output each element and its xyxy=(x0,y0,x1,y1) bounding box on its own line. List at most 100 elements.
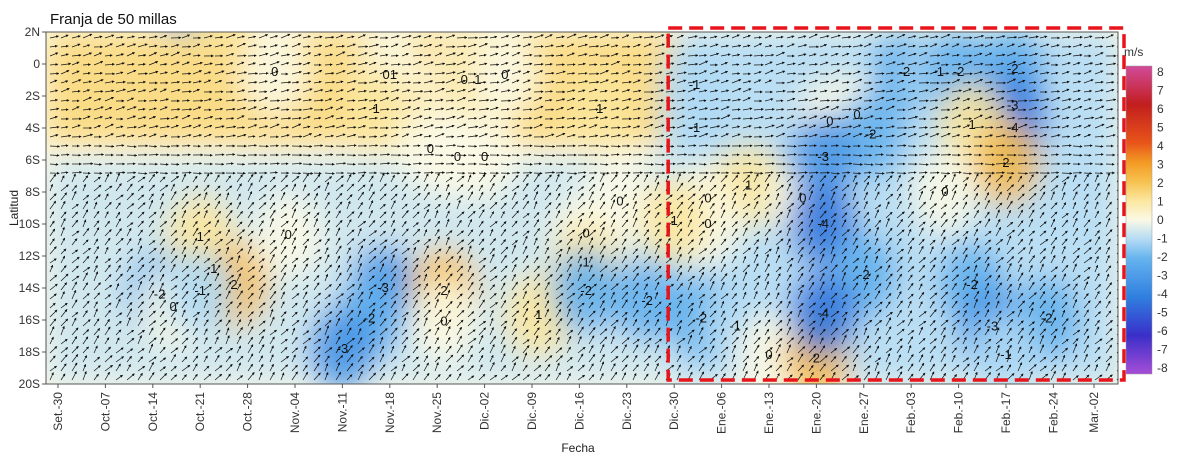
x-tick-label: Mar.-02 xyxy=(1087,392,1101,433)
wind-arrow xyxy=(225,34,236,39)
colorbar-tick-label: 0 xyxy=(1157,213,1164,227)
wind-arrow xyxy=(159,35,168,39)
wind-arrow xyxy=(390,63,401,66)
wind-arrow xyxy=(863,43,872,48)
wind-arrow xyxy=(93,52,103,57)
wind-arrow xyxy=(742,34,751,39)
wind-arrow xyxy=(533,34,544,39)
wind-arrow xyxy=(357,52,368,57)
wind-arrow xyxy=(610,61,621,66)
wind-arrow xyxy=(93,153,105,157)
wind-arrow xyxy=(1083,44,1092,48)
wind-arrow xyxy=(269,61,280,66)
wind-arrow xyxy=(1028,61,1037,66)
wind-arrow xyxy=(49,44,58,48)
wind-arrow xyxy=(1006,35,1018,39)
wind-arrow xyxy=(148,171,159,175)
wind-arrow xyxy=(830,45,842,48)
wind-arrow xyxy=(1006,52,1017,57)
wind-arrow xyxy=(511,162,521,166)
wind-arrow xyxy=(401,43,411,48)
y-tick-label: 2S xyxy=(25,89,40,103)
wind-arrow xyxy=(797,53,807,57)
wind-arrow xyxy=(368,52,379,57)
x-tick-label: Nov.-11 xyxy=(335,392,349,433)
wind-arrow xyxy=(753,54,764,57)
wind-arrow xyxy=(1028,117,1039,121)
wind-arrow xyxy=(203,44,213,48)
wind-arrow xyxy=(577,34,588,39)
wind-arrow xyxy=(225,52,235,57)
contour-label: 0 xyxy=(454,149,461,164)
wind-arrow xyxy=(1039,35,1048,39)
wind-arrow xyxy=(467,61,476,66)
wind-arrow xyxy=(467,43,477,48)
wind-arrow xyxy=(511,117,522,121)
wind-arrow xyxy=(434,52,443,57)
wind-arrow xyxy=(786,35,795,39)
wind-arrow xyxy=(324,53,333,57)
wind-arrow xyxy=(995,35,1006,39)
wind-arrow xyxy=(368,61,377,66)
wind-arrow xyxy=(324,44,333,48)
wind-arrow xyxy=(500,62,509,66)
wind-arrow xyxy=(170,51,180,57)
wind-arrow xyxy=(258,62,267,66)
y-tick-label: 10S xyxy=(19,217,40,231)
x-tick-label: Ene.-27 xyxy=(857,392,871,434)
wind-arrow xyxy=(1094,52,1104,57)
wind-arrow xyxy=(478,62,488,66)
wind-arrow xyxy=(797,44,808,48)
wind-arrow xyxy=(764,61,773,66)
y-tick-label: 12S xyxy=(19,249,40,263)
wind-arrow xyxy=(126,52,136,57)
colorbar-gradient xyxy=(1125,65,1153,375)
contour-label: 0 xyxy=(704,190,711,205)
wind-arrow xyxy=(588,44,600,48)
wind-arrow xyxy=(610,144,621,148)
wind-arrow xyxy=(49,52,59,57)
x-tick-label: Nov.-25 xyxy=(430,392,444,433)
y-tick-label: 18S xyxy=(19,345,40,359)
wind-arrow xyxy=(203,62,213,66)
wind-arrow xyxy=(214,63,224,66)
x-tick-label: Dic.-23 xyxy=(620,392,634,430)
wind-arrow xyxy=(126,153,138,157)
wind-arrow xyxy=(412,171,422,175)
wind-arrow xyxy=(841,61,850,66)
wind-arrow xyxy=(940,53,950,57)
wind-arrow xyxy=(423,171,434,175)
wind-arrow xyxy=(478,43,488,48)
wind-arrow xyxy=(423,53,432,57)
contour-label: 0 xyxy=(853,107,860,122)
wind-arrow xyxy=(566,63,576,66)
wind-arrow xyxy=(698,44,708,48)
wind-arrow xyxy=(302,61,311,66)
wind-arrow xyxy=(962,44,972,48)
wind-arrow xyxy=(60,44,69,48)
wind-arrow xyxy=(1028,35,1039,39)
wind-arrow xyxy=(676,34,684,39)
wind-arrow xyxy=(654,62,663,66)
wind-arrow xyxy=(577,43,588,48)
wind-arrow xyxy=(654,81,664,85)
wind-arrow xyxy=(973,34,985,39)
contour-label: -3 xyxy=(817,149,829,164)
wind-arrow xyxy=(940,171,951,175)
wind-arrow xyxy=(764,44,773,48)
wind-arrow xyxy=(1083,144,1093,148)
contour-label: -1 xyxy=(729,318,741,333)
wind-arrow xyxy=(379,171,390,175)
wind-arrow xyxy=(720,53,731,57)
wind-arrow xyxy=(357,171,367,175)
wind-arrow xyxy=(929,54,941,57)
wind-arrow xyxy=(1028,52,1039,57)
wind-arrow xyxy=(280,62,290,66)
contour-label: -2 xyxy=(899,64,911,79)
wind-arrow xyxy=(687,35,698,39)
y-axis-label: Latitud xyxy=(7,190,21,226)
wind-arrow xyxy=(544,62,553,66)
wind-arrow xyxy=(995,62,1004,66)
x-tick-label: Feb.-24 xyxy=(1046,392,1060,434)
wind-arrow xyxy=(808,171,819,175)
